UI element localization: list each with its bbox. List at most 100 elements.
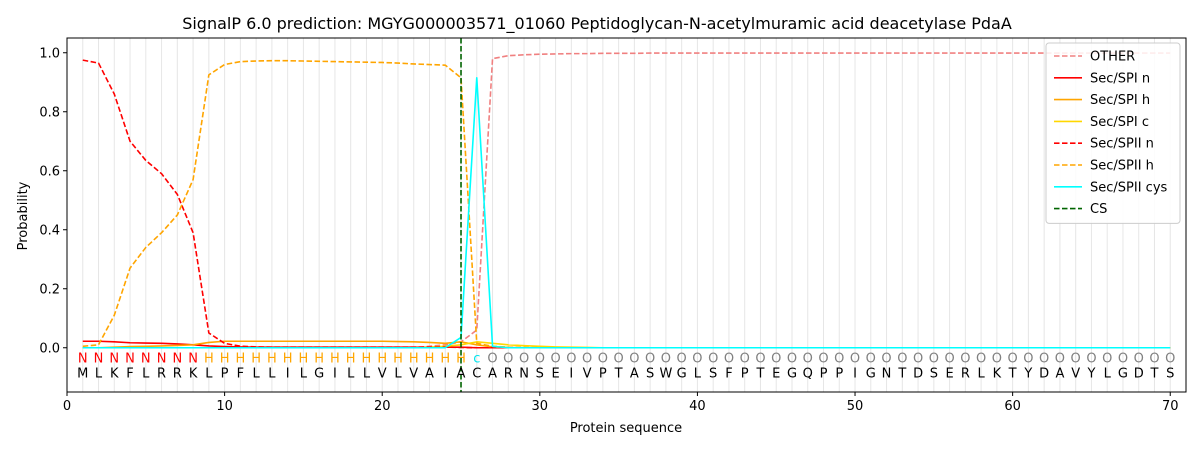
sequence-residue: P <box>741 366 749 381</box>
sequence-residue: L <box>1104 366 1112 381</box>
prediction-label: O <box>881 352 891 367</box>
prediction-label: O <box>645 352 655 367</box>
sequence-residue: M <box>77 366 88 381</box>
sequence-residue: K <box>189 366 198 381</box>
sequence-residue: G <box>314 366 324 381</box>
x-tick-label: 10 <box>216 399 233 414</box>
sequence-residue: N <box>519 366 529 381</box>
legend-label: CS <box>1090 202 1107 217</box>
legend-label: Sec/SPI n <box>1090 71 1150 86</box>
y-tick-label: 0.6 <box>39 164 60 179</box>
prediction-label: H <box>204 352 214 367</box>
prediction-label: O <box>944 352 954 367</box>
sequence-residue: L <box>394 366 402 381</box>
y-tick-label: 0.4 <box>39 223 60 238</box>
sequence-residue: L <box>142 366 150 381</box>
x-tick-label: 30 <box>532 399 549 414</box>
prediction-label: O <box>487 352 497 367</box>
sequence-residue: T <box>1008 366 1017 381</box>
prediction-label: O <box>740 352 750 367</box>
legend-label: Sec/SPI c <box>1090 115 1149 130</box>
plot-area: NMNLNKNFNLNRNRNKHLHPHFHLHLHIHLHGHIHLHLHV… <box>39 37 1187 414</box>
prediction-label: O <box>1086 352 1096 367</box>
prediction-label: O <box>803 352 813 367</box>
sequence-residue: A <box>1055 366 1064 381</box>
sequence-residue: P <box>599 366 607 381</box>
prediction-label: H <box>235 352 245 367</box>
prediction-label: O <box>866 352 876 367</box>
prediction-label: O <box>598 352 608 367</box>
prediction-label: O <box>1055 352 1065 367</box>
sequence-residue: K <box>110 366 119 381</box>
x-tick-label: 60 <box>1004 399 1021 414</box>
prediction-label: O <box>692 352 702 367</box>
prediction-label: H <box>220 352 230 367</box>
prediction-label: O <box>503 352 513 367</box>
sequence-residue: G <box>677 366 687 381</box>
x-tick-label: 40 <box>689 399 706 414</box>
prediction-label: O <box>771 352 781 367</box>
sequence-residue: D <box>1039 366 1049 381</box>
sequence-residue: R <box>961 366 970 381</box>
sequence-residue: S <box>536 366 544 381</box>
prediction-label: O <box>1071 352 1081 367</box>
plot-frame <box>66 37 1187 393</box>
sequence-residue: L <box>95 366 103 381</box>
prediction-label: O <box>1118 352 1128 367</box>
sequence-residue: I <box>333 366 337 381</box>
prediction-label: H <box>377 352 387 367</box>
sequence-residue: R <box>173 366 182 381</box>
sequence-residue: S <box>930 366 938 381</box>
prediction-label: O <box>629 352 639 367</box>
prediction-label: O <box>582 352 592 367</box>
prediction-label: O <box>913 352 923 367</box>
sequence-residue: K <box>993 366 1002 381</box>
sequence-residue: S <box>646 366 654 381</box>
sequence-residue: L <box>694 366 702 381</box>
sequence-residue: T <box>1150 366 1159 381</box>
chart-title: SignalP 6.0 prediction: MGYG000003571_01… <box>182 14 1012 34</box>
prediction-label: N <box>188 352 198 367</box>
x-tick-label: 70 <box>1162 399 1179 414</box>
prediction-label: N <box>157 352 167 367</box>
series-line-sec-spii-h <box>82 59 1171 349</box>
prediction-label: H <box>393 352 403 367</box>
sequence-residue: L <box>363 366 371 381</box>
legend-label: Sec/SPI h <box>1090 93 1150 108</box>
prediction-label: O <box>535 352 545 367</box>
sequence-residue: R <box>157 366 166 381</box>
prediction-label: H <box>314 352 324 367</box>
sequence-residue: A <box>488 366 497 381</box>
sequence-residue: Y <box>1023 366 1032 381</box>
prediction-label: O <box>661 352 671 367</box>
sequence-residue: I <box>569 366 573 381</box>
sequence-residue: F <box>725 366 732 381</box>
prediction-label: c <box>473 352 480 367</box>
x-axis-label: Protein sequence <box>570 421 682 436</box>
prediction-label: O <box>850 352 860 367</box>
sequence-residue: F <box>237 366 244 381</box>
legend-label: OTHER <box>1090 50 1135 65</box>
series-line-other <box>82 52 1171 349</box>
prediction-label: H <box>456 352 466 367</box>
x-tick-label: 20 <box>374 399 391 414</box>
sequence-residue: P <box>221 366 229 381</box>
prediction-label: O <box>550 352 560 367</box>
prediction-label: O <box>677 352 687 367</box>
prediction-label: O <box>519 352 529 367</box>
prediction-label: O <box>1165 352 1175 367</box>
x-tick-label: 50 <box>847 399 864 414</box>
prediction-label: O <box>1008 352 1018 367</box>
prediction-label: H <box>299 352 309 367</box>
prediction-label: H <box>330 352 340 367</box>
sequence-residue: V <box>583 366 592 381</box>
x-tick-label: 0 <box>63 399 71 414</box>
legend: OTHER Sec/SPI n Sec/SPI h Sec/SPI c Sec/SPII… <box>1045 42 1181 224</box>
sequence-residue: Y <box>1086 366 1095 381</box>
prediction-label: N <box>125 352 135 367</box>
sequence-residue: L <box>268 366 276 381</box>
prediction-label: O <box>992 352 1002 367</box>
sequence-residue: T <box>755 366 764 381</box>
sequence-residue: L <box>253 366 261 381</box>
